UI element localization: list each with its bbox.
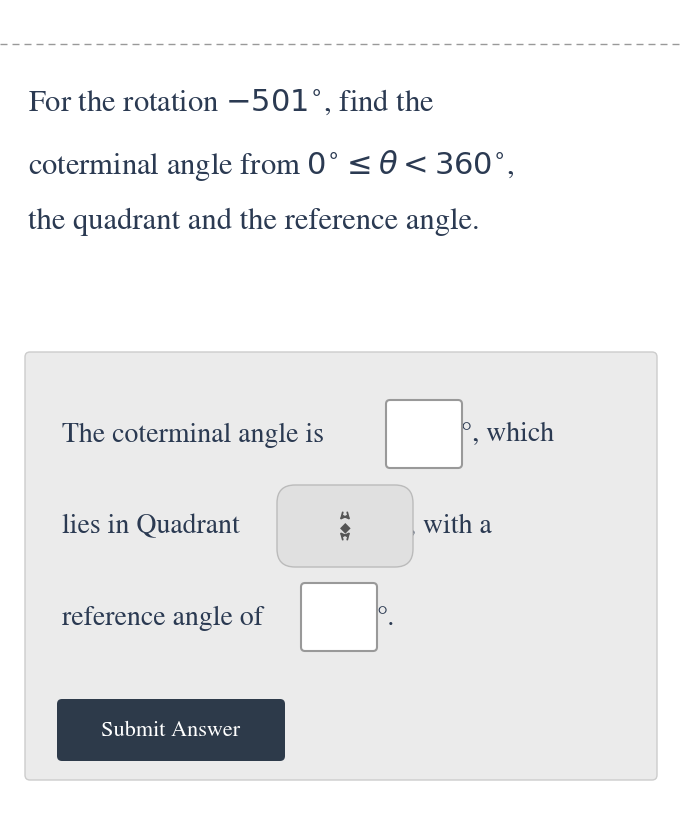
- Text: coterminal angle from $0^{\circ} \leq \theta < 360^{\circ}$,: coterminal angle from $0^{\circ} \leq \t…: [28, 147, 515, 183]
- Text: the quadrant and the reference angle.: the quadrant and the reference angle.: [28, 208, 479, 236]
- FancyBboxPatch shape: [277, 486, 413, 568]
- FancyBboxPatch shape: [25, 352, 657, 780]
- Text: For the rotation $-501^{\circ}$, find the: For the rotation $-501^{\circ}$, find th…: [28, 88, 434, 118]
- Text: °, which: °, which: [461, 422, 554, 447]
- Text: ◆: ◆: [339, 519, 350, 533]
- FancyBboxPatch shape: [57, 699, 285, 761]
- Text: °.: °.: [376, 604, 394, 630]
- Text: The coterminal angle is: The coterminal angle is: [62, 422, 331, 447]
- FancyBboxPatch shape: [301, 583, 377, 651]
- FancyBboxPatch shape: [386, 400, 462, 468]
- Text: reference angle of: reference angle of: [62, 604, 270, 630]
- Text: Submit Answer: Submit Answer: [102, 720, 240, 740]
- Text: lies in Quadrant: lies in Quadrant: [62, 514, 247, 539]
- Text: , with a: , with a: [409, 514, 492, 539]
